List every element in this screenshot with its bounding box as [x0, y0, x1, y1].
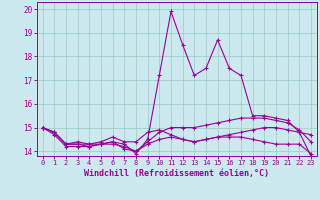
X-axis label: Windchill (Refroidissement éolien,°C): Windchill (Refroidissement éolien,°C) [84, 169, 269, 178]
